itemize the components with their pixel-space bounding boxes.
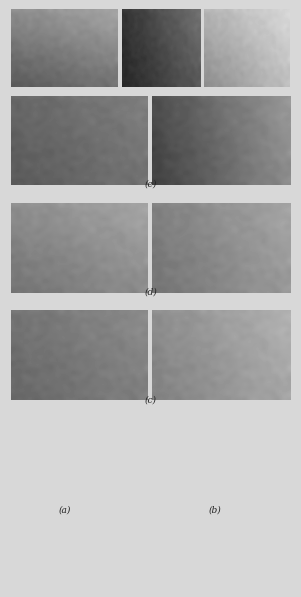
Text: (d): (d) bbox=[144, 288, 157, 297]
Text: (c): (c) bbox=[144, 396, 157, 405]
Text: (a): (a) bbox=[58, 505, 71, 514]
Text: (b): (b) bbox=[209, 505, 222, 514]
Text: (e): (e) bbox=[144, 179, 157, 188]
